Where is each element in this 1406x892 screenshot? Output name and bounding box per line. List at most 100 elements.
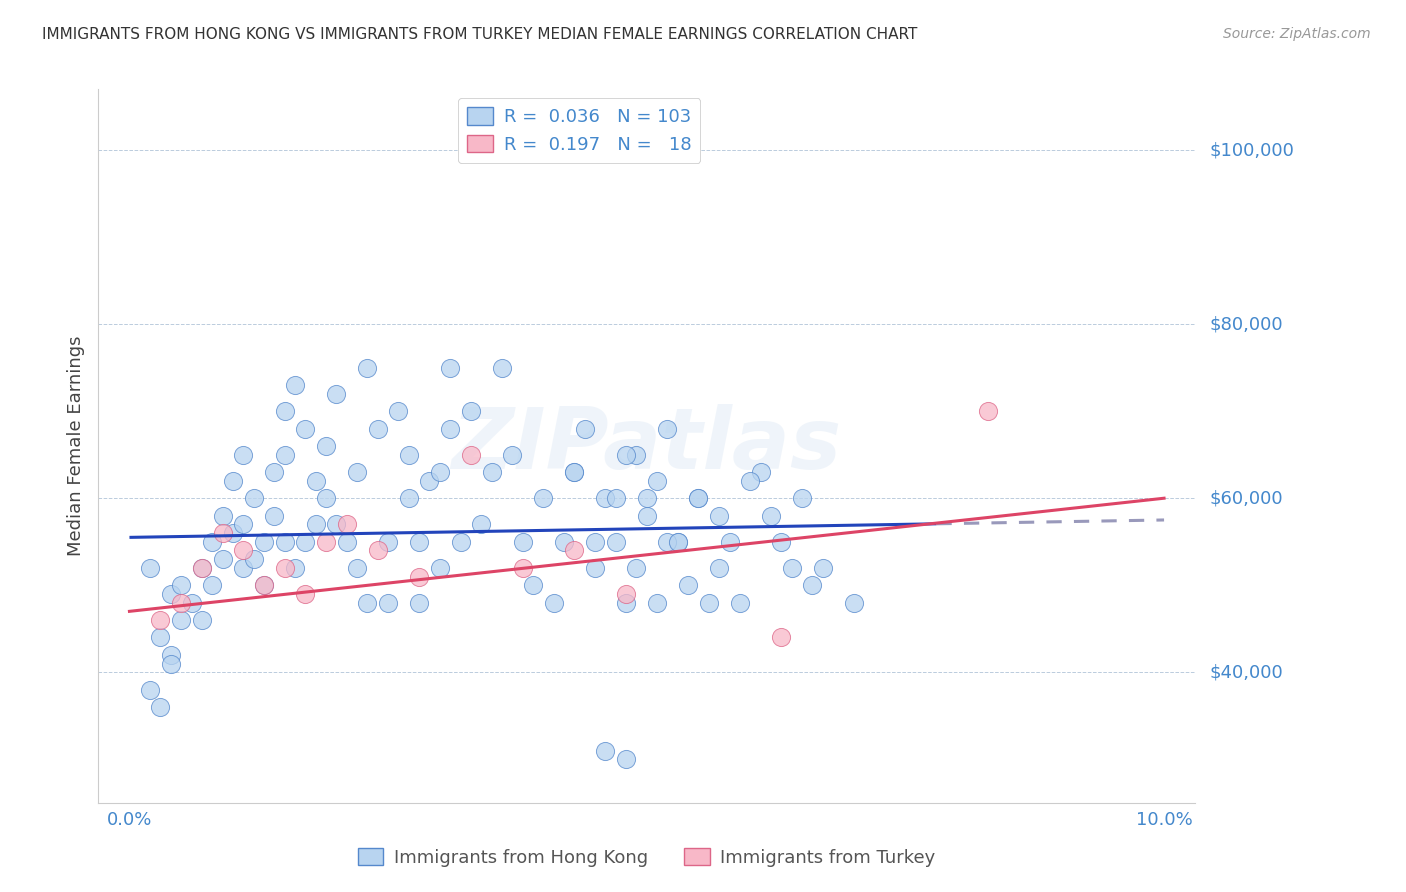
Point: [450, 534, 472, 549]
Point: [387, 404, 409, 418]
Y-axis label: Median Female Earnings: Median Female Earnings: [66, 335, 84, 557]
Legend: R =  0.036   N = 103, R =  0.197   N =   18: R = 0.036 N = 103, R = 0.197 N = 18: [458, 98, 700, 163]
Point: [232, 448, 254, 462]
Point: [408, 569, 430, 583]
Text: $40,000: $40,000: [1209, 664, 1282, 681]
Point: [439, 360, 461, 375]
Point: [284, 561, 307, 575]
Point: [614, 587, 637, 601]
Point: [242, 552, 264, 566]
Point: [553, 534, 575, 549]
Point: [253, 578, 276, 592]
Point: [429, 561, 451, 575]
Text: $100,000: $100,000: [1209, 141, 1294, 159]
Point: [697, 596, 720, 610]
Point: [418, 474, 440, 488]
Point: [263, 465, 285, 479]
Point: [242, 491, 264, 506]
Text: $60,000: $60,000: [1209, 489, 1282, 508]
Point: [191, 561, 214, 575]
Point: [595, 743, 617, 757]
Point: [211, 552, 233, 566]
Point: [470, 517, 492, 532]
Point: [149, 631, 172, 645]
Point: [263, 508, 285, 523]
Point: [305, 517, 328, 532]
Point: [325, 517, 347, 532]
Point: [273, 561, 295, 575]
Point: [501, 448, 523, 462]
Point: [688, 491, 710, 506]
Point: [294, 421, 316, 435]
Point: [562, 465, 585, 479]
Point: [160, 648, 183, 662]
Text: $80,000: $80,000: [1209, 315, 1282, 334]
Point: [139, 682, 162, 697]
Point: [222, 474, 245, 488]
Point: [294, 534, 316, 549]
Point: [232, 517, 254, 532]
Point: [201, 534, 224, 549]
Point: [377, 534, 399, 549]
Point: [429, 465, 451, 479]
Point: [709, 508, 731, 523]
Point: [676, 578, 699, 592]
Point: [367, 543, 389, 558]
Point: [211, 526, 233, 541]
Point: [460, 448, 482, 462]
Point: [253, 578, 276, 592]
Point: [201, 578, 224, 592]
Point: [740, 474, 762, 488]
Point: [232, 543, 254, 558]
Point: [160, 587, 183, 601]
Point: [273, 448, 295, 462]
Point: [595, 491, 617, 506]
Point: [356, 360, 378, 375]
Point: [398, 491, 420, 506]
Point: [770, 534, 793, 549]
Point: [439, 421, 461, 435]
Point: [336, 517, 359, 532]
Point: [749, 465, 772, 479]
Point: [512, 534, 534, 549]
Point: [160, 657, 183, 671]
Point: [191, 613, 214, 627]
Point: [253, 534, 276, 549]
Point: [149, 613, 172, 627]
Point: [531, 491, 554, 506]
Point: [666, 534, 689, 549]
Point: [543, 596, 565, 610]
Point: [512, 561, 534, 575]
Point: [346, 465, 368, 479]
Point: [636, 491, 658, 506]
Point: [211, 508, 233, 523]
Point: [583, 561, 606, 575]
Point: [170, 578, 193, 592]
Point: [645, 596, 668, 610]
Point: [657, 421, 679, 435]
Point: [408, 534, 430, 549]
Point: [170, 613, 193, 627]
Point: [367, 421, 389, 435]
Point: [408, 596, 430, 610]
Point: [191, 561, 214, 575]
Point: [315, 439, 337, 453]
Text: Source: ZipAtlas.com: Source: ZipAtlas.com: [1223, 27, 1371, 41]
Point: [273, 534, 295, 549]
Point: [583, 534, 606, 549]
Point: [149, 700, 172, 714]
Point: [770, 631, 793, 645]
Point: [315, 491, 337, 506]
Text: ZIPatlas: ZIPatlas: [451, 404, 842, 488]
Point: [626, 448, 648, 462]
Point: [614, 752, 637, 766]
Legend: Immigrants from Hong Kong, Immigrants from Turkey: Immigrants from Hong Kong, Immigrants fr…: [350, 841, 943, 874]
Point: [614, 448, 637, 462]
Point: [398, 448, 420, 462]
Point: [657, 534, 679, 549]
Point: [491, 360, 513, 375]
Text: IMMIGRANTS FROM HONG KONG VS IMMIGRANTS FROM TURKEY MEDIAN FEMALE EARNINGS CORRE: IMMIGRANTS FROM HONG KONG VS IMMIGRANTS …: [42, 27, 918, 42]
Point: [605, 534, 627, 549]
Point: [315, 534, 337, 549]
Point: [522, 578, 544, 592]
